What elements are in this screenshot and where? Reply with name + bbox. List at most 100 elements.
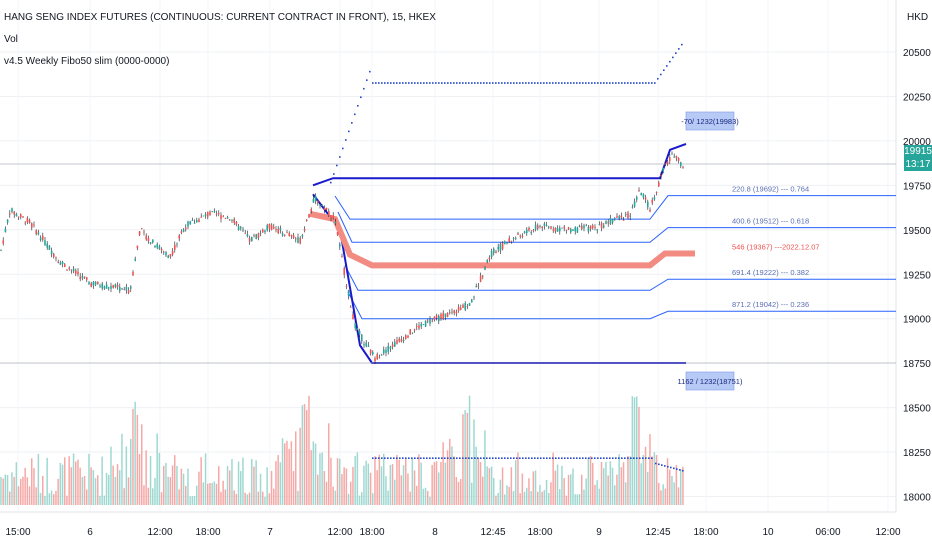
candle-body [574,227,576,232]
volume-bar [244,492,246,505]
trail-dot [627,457,629,459]
candle-body [497,246,499,250]
candle-body [332,214,334,219]
trail-dot [570,82,572,84]
volume-bar [288,448,290,505]
volume-bar [532,471,535,505]
candle-body [504,241,506,245]
trail-dot [513,82,515,84]
trail-dot [537,457,539,459]
candle-body [37,232,40,235]
trail-dot [522,457,524,459]
trail-dot [489,457,491,459]
volume-bar [585,478,587,505]
volume-bar [279,462,282,505]
candle-body [449,312,451,313]
candle-body [127,290,130,293]
volume-bars [0,395,684,505]
volume-bar [526,487,528,505]
trail-dot [642,82,644,84]
volume-bar [609,461,612,505]
volume-bar [31,458,33,505]
trail-dot [543,82,545,84]
candle-body [361,334,363,342]
volume-bar [350,481,352,505]
trail-dot [603,457,605,459]
volume-bar [215,483,218,505]
trail-dot [405,457,407,459]
volume-bar [15,462,18,505]
volume-bar [319,453,321,505]
candle-body [248,237,251,242]
indicator-legend[interactable]: v4.5 Weekly Fibo50 slim (0000-0000) [4,56,170,67]
candle-body [165,251,167,256]
candle-body [336,232,339,236]
volume-bar [578,494,581,505]
volume-bar [209,482,211,505]
volume-bar [207,483,209,505]
candle-body [92,282,95,286]
volume-bar [134,401,136,505]
candle-body [629,215,631,217]
candle-body [462,304,464,308]
candle-body [385,350,387,353]
volume-bar [356,452,359,505]
volume-bar [495,495,497,505]
price-axis[interactable]: 18000 18250 18500 18750 19000 19250 19500 19750… [903,48,931,504]
time-axis[interactable]: 15:00 6 12:00 18:00 7 12:00 18:00 8 12:45 18:00 9 1… [5,527,900,538]
volume-bar [677,487,680,505]
price-tick-label: 20000 [903,137,931,148]
volume-bar [457,481,460,505]
volume-bar [286,440,288,505]
volume-bar [462,414,464,505]
time-tick-label: 8 [432,527,438,538]
time-tick-label: 7 [267,527,273,538]
candle-body [83,276,86,278]
trail-dot [414,82,416,84]
candle-body [145,235,147,240]
fibo-labels: 220.8 (19692) --- 0.764 400.6 (19512) ---… [678,111,820,391]
candle-body [295,238,297,240]
volume-bar [251,458,253,505]
trail-dot [555,82,557,84]
candle-body [88,282,90,285]
candle-body [431,320,433,322]
candle-body [330,215,332,218]
candle-body [413,329,416,331]
candle-body [354,322,356,329]
volume-bar [180,468,183,505]
candle-body [616,216,618,218]
trail-dot [411,82,413,84]
candle-body [323,207,326,211]
trail-dot [681,43,683,46]
fib-box [685,111,735,131]
candle-body [556,228,559,232]
volume-bar [402,465,405,505]
candle-body [585,225,587,227]
candle-body [46,243,48,248]
candle-body [233,218,235,223]
volume-bar [198,471,200,505]
volume-legend[interactable]: Vol [4,34,18,45]
candle-body [15,213,18,217]
volume-bar [616,474,618,505]
volume-bar [224,489,227,505]
candle-body [33,224,35,226]
volume-bar [655,455,658,505]
trail-dot [441,82,443,84]
candle-body [611,219,614,223]
candle-body [24,222,26,224]
candle-body [174,244,176,250]
candle-body [539,226,541,227]
time-tick-label: 9 [596,527,602,538]
trail-dot [438,82,440,84]
trail-dot [486,82,488,84]
volume-bar [512,491,515,505]
candle-body [512,237,515,239]
volume-bar [317,474,319,505]
volume-bar [453,456,455,505]
last-price-value: 19915 [904,146,932,157]
volume-bar [248,492,251,505]
volume-bar [262,491,264,505]
